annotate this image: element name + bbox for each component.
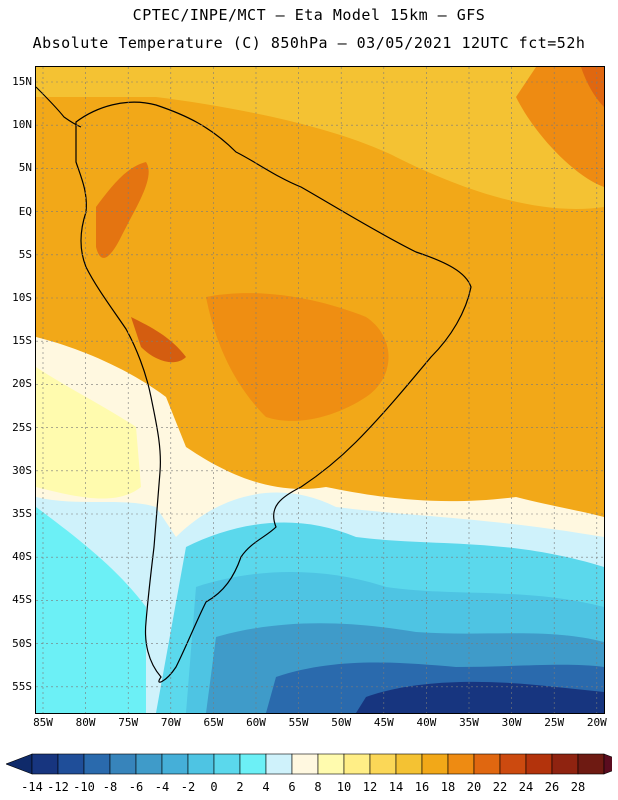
lon-label-20w: 20W — [586, 716, 607, 729]
warm-spot-bolivia — [131, 317, 186, 363]
colorbar-label: 6 — [288, 780, 296, 794]
lat-label-35s: 35S — [12, 507, 32, 520]
colorbar-label: -2 — [180, 780, 196, 794]
lat-label-eq: EQ — [18, 204, 32, 218]
colorbar-swatch — [317, 753, 345, 775]
lat-label-45s: 45S — [12, 593, 32, 607]
colorbar-label: 24 — [518, 780, 534, 794]
colorbar-label: 26 — [544, 780, 560, 794]
colorbar — [6, 753, 612, 775]
lat-label-5n: 5N — [18, 161, 32, 175]
chart-title-line1: CPTEC/INPE/MCT — Eta Model 15km — GFS — [132, 6, 486, 24]
colorbar-label: 0 — [210, 780, 218, 794]
colorbar-swatch — [239, 753, 267, 775]
colorbar-label: 18 — [440, 780, 456, 794]
colorbar-label: -8 — [102, 780, 118, 794]
colorbar-label: 14 — [388, 780, 404, 794]
chart-title-line2: Absolute Temperature (C) 850hPa — 03/05/… — [32, 34, 586, 52]
lat-label-15s: 15S — [12, 334, 32, 348]
colorbar-label: 16 — [414, 780, 430, 794]
field-2-4-west — [36, 507, 146, 713]
colorbar-swatch — [213, 753, 241, 775]
colorbar-swatch — [525, 753, 553, 775]
warm-spot-north-andes — [96, 162, 149, 258]
field-18-20-ne — [516, 67, 604, 187]
colorbar-swatch — [83, 753, 111, 775]
map-canvas — [36, 67, 604, 713]
colorbar-swatch — [187, 753, 215, 775]
lat-label-15n: 15N — [12, 75, 32, 88]
lon-label-45w: 45W — [373, 716, 394, 729]
lat-label-10s: 10S — [12, 291, 32, 304]
colorbar-swatch — [135, 753, 163, 775]
lon-label-75w: 75W — [118, 716, 139, 729]
colorbar-label: -12 — [47, 780, 69, 794]
colorbar-arrow-high — [603, 753, 612, 775]
lat-label-30s: 30S — [12, 463, 32, 477]
colorbar-swatch — [161, 753, 189, 775]
lat-label-50s: 50S — [12, 636, 32, 650]
field-neg14-neg12 — [356, 681, 604, 713]
colorbar-swatch — [31, 753, 59, 775]
lon-label-25w: 25W — [544, 716, 565, 729]
colorbar-swatch — [447, 753, 475, 775]
colorbar-swatch — [473, 753, 501, 775]
lon-label-85w: 85W — [33, 716, 53, 729]
lon-label-40w: 40W — [416, 716, 437, 729]
lon-label-35w: 35W — [459, 716, 479, 729]
lon-label-30w: 30W — [501, 716, 522, 729]
lon-label-65w: 65W — [203, 716, 224, 729]
continent-outline — [75, 101, 472, 683]
lon-label-80w: 80W — [75, 716, 96, 729]
colorbar-label: 22 — [492, 780, 508, 794]
colorbar-swatch — [577, 753, 605, 775]
colorbar-swatch — [369, 753, 397, 775]
colorbar-swatch — [57, 753, 85, 775]
colorbar-label: 10 — [336, 780, 352, 794]
colorbar-label: -14 — [21, 780, 43, 794]
colorbar-swatch — [395, 753, 423, 775]
colorbar-label: 28 — [570, 780, 586, 794]
lat-label-55s: 55S — [12, 679, 32, 693]
colorbar-arrow-low — [6, 753, 33, 775]
colorbar-swatch — [291, 753, 319, 775]
colorbar-swatch — [499, 753, 527, 775]
temperature-map — [35, 66, 605, 714]
colorbar-swatch — [109, 753, 137, 775]
colorbar-label: 8 — [314, 780, 322, 794]
warm-area-brazil — [206, 293, 389, 421]
colorbar-label: 12 — [362, 780, 378, 794]
colorbar-label: 4 — [262, 780, 270, 794]
field-8-10-west — [36, 367, 141, 499]
field-14-16-north — [36, 67, 604, 209]
lat-label-25s: 25S — [12, 420, 32, 434]
lon-label-60w: 60W — [246, 716, 266, 729]
lat-label-20s: 20S — [12, 377, 32, 391]
lon-label-50w: 50W — [331, 716, 352, 729]
colorbar-label: -6 — [128, 780, 144, 794]
field-20-22-ne — [581, 67, 604, 107]
lon-label-70w: 70W — [160, 716, 181, 729]
colorbar-label: -10 — [73, 780, 95, 794]
colorbar-swatch — [551, 753, 579, 775]
colorbar-label: -4 — [154, 780, 170, 794]
colorbar-label: 2 — [236, 780, 244, 794]
lat-label-40s: 40S — [12, 550, 32, 564]
lat-label-10n: 10N — [12, 118, 32, 132]
colorbar-swatch — [343, 753, 371, 775]
lon-label-55w: 55W — [288, 716, 309, 729]
colorbar-swatch — [265, 753, 293, 775]
colorbar-label: 20 — [466, 780, 482, 794]
colorbar-swatch — [421, 753, 449, 775]
lat-label-5s: 5S — [18, 247, 32, 261]
